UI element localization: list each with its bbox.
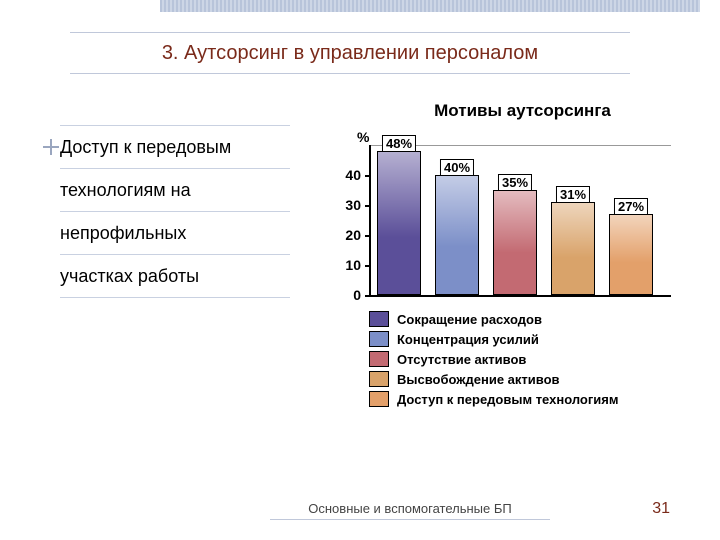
legend-row: Отсутствие активов [369,349,618,369]
legend-label: Высвобождение активов [397,372,560,387]
legend-row: Концентрация усилий [369,329,618,349]
y-tick-label: 30 [335,197,361,213]
y-tick-label: 10 [335,257,361,273]
legend: Сокращение расходов Концентрация усилий От… [369,309,618,409]
page-number: 31 [652,500,670,518]
body-line: Доступ к передовым [60,125,290,169]
bar: 31% [551,202,595,295]
legend-swatch [369,391,389,407]
legend-row: Доступ к передовым технологиям [369,389,618,409]
y-tick-mark [365,295,371,297]
y-tick-label: 0 [335,287,361,303]
slide-title: 3. Аутсорсинг в управлении персоналом [70,32,630,74]
chart-title: Мотивы аутсорсинга [345,101,700,121]
y-tick-mark [365,235,371,237]
bullet-cross-icon [43,139,59,155]
legend-swatch [369,351,389,367]
footer-text: Основные и вспомогательные БП [270,501,550,520]
bar: 35% [493,190,537,295]
plot: 48% 40% 35% 31% 27% [369,145,671,297]
bar: 40% [435,175,479,295]
bar-label: 40% [440,159,474,176]
legend-label: Отсутствие активов [397,352,526,367]
bar-label: 31% [556,186,590,203]
legend-row: Высвобождение активов [369,369,618,389]
bar-label: 48% [382,135,416,152]
body-line: технологиям на [60,169,290,212]
legend-swatch [369,331,389,347]
y-tick-label: 20 [335,227,361,243]
bar: 27% [609,214,653,295]
y-tick-label: 40 [335,167,361,183]
chart-area: % 403020100 48%40%35%31%27% [335,145,680,295]
legend-row: Сокращение расходов [369,309,618,329]
bar-label: 35% [498,174,532,191]
y-axis: % 403020100 [335,145,367,295]
bar: 48% [377,151,421,295]
body-line: участках работы [60,255,290,298]
body-text: Доступ к передовым технологиям на непроф… [60,125,290,298]
y-unit: % [357,129,369,145]
y-tick-mark [365,265,371,267]
legend-label: Концентрация усилий [397,332,539,347]
legend-label: Доступ к передовым технологиям [397,392,618,407]
body-line: непрофильных [60,212,290,255]
legend-swatch [369,311,389,327]
legend-swatch [369,371,389,387]
chart-panel: Мотивы аутсорсинга % 40 30 20 10 0 48% 40% 35%… [305,95,700,430]
legend-label: Сокращение расходов [397,312,542,327]
y-tick-mark [365,175,371,177]
top-strip [160,0,700,12]
bar-label: 27% [614,198,648,215]
y-tick-mark [365,205,371,207]
